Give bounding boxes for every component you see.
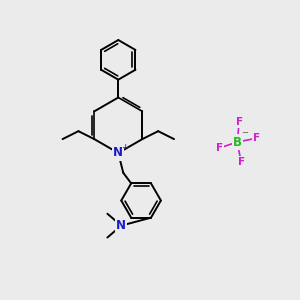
Text: N: N bbox=[116, 219, 126, 232]
Text: F: F bbox=[216, 143, 223, 153]
Text: F: F bbox=[254, 133, 261, 143]
Text: F: F bbox=[236, 117, 243, 127]
Text: −: − bbox=[242, 128, 249, 137]
Text: B: B bbox=[233, 136, 242, 148]
Text: F: F bbox=[238, 157, 245, 167]
Text: N: N bbox=[113, 146, 123, 160]
Text: +: + bbox=[122, 142, 129, 152]
